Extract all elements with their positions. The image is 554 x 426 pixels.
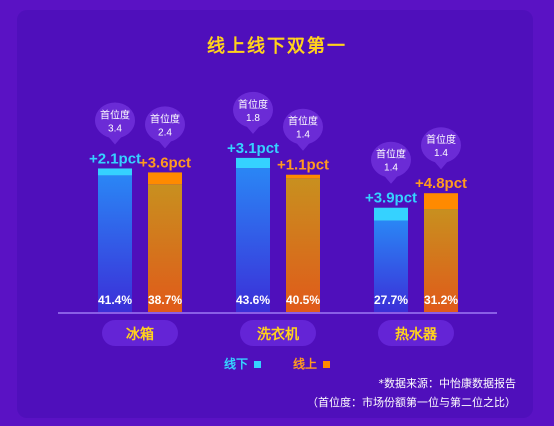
category-pill-洗衣机 (240, 320, 316, 346)
legend-offline-swatch (254, 361, 262, 368)
lead-ratio-value-线下-洗衣机: 1.8 (246, 113, 260, 124)
bar-线上-洗衣机 (286, 178, 320, 312)
increase-label-线下-洗衣机: +3.1pct (227, 140, 279, 157)
lead-ratio-bubble-线上-冰箱 (145, 106, 185, 149)
value-label-线上-热水器: 31.2% (424, 293, 458, 307)
lead-ratio-bubble-线上-热水器 (421, 127, 461, 170)
legend-offline: 线下 (224, 355, 262, 372)
value-label-线上-冰箱: 38.7% (148, 293, 182, 307)
bar-increase-线上-热水器 (424, 193, 458, 210)
bar-线下-热水器 (374, 220, 408, 312)
chart-title: 线上线下双第一 (207, 36, 347, 57)
increase-label-线上-热水器: +4.8pct (415, 175, 467, 192)
bar-线下-洗衣机 (236, 168, 270, 312)
lead-ratio-title-线下-热水器: 首位度 (376, 148, 406, 161)
lead-ratio-bubble-线上-洗衣机 (282, 108, 323, 151)
increase-label-线下-热水器: +3.9pct (365, 190, 417, 207)
lead-ratio-value-线上-洗衣机: 1.4 (296, 130, 310, 141)
legend-online-swatch (323, 361, 331, 368)
lead-ratio-title-线上-冰箱: 首位度 (150, 112, 180, 125)
bar-increase-线下-热水器 (374, 207, 408, 221)
bar-increase-线上-冰箱 (148, 172, 182, 185)
value-label-线下-热水器: 27.7% (374, 293, 408, 307)
value-label-线上-洗衣机: 40.5% (286, 293, 320, 307)
increase-label-线下-冰箱: +2.1pct (89, 150, 141, 167)
footnote: （首位度：市场份额第一位与第二位之比） (307, 396, 516, 409)
category-label-热水器: 热水器 (395, 326, 438, 343)
category-pill-热水器 (378, 320, 454, 346)
bar-increase-线下-冰箱 (98, 168, 132, 176)
value-label-线下-洗衣机: 43.6% (236, 293, 270, 307)
lead-ratio-bubble-线下-热水器 (371, 141, 411, 184)
legend-offline-label: 线下 (224, 357, 249, 371)
lead-ratio-value-线上-冰箱: 2.4 (158, 127, 172, 138)
lead-ratio-value-线上-热水器: 1.4 (434, 148, 448, 159)
legend-online-label: 线上 (293, 357, 318, 371)
lead-ratio-value-线下-热水器: 1.4 (384, 163, 398, 174)
legend-online: 线上 (293, 355, 331, 372)
lead-ratio-bubble-线下-冰箱 (95, 102, 135, 145)
category-pill-冰箱 (102, 320, 178, 346)
lead-ratio-bubble-线下-洗衣机 (233, 91, 273, 134)
category-label-洗衣机: 洗衣机 (257, 326, 299, 343)
lead-ratio-value-线下-冰箱: 3.4 (108, 123, 122, 134)
increase-label-线上-洗衣机: +1.1pct (277, 157, 329, 174)
bar-线下-冰箱 (98, 175, 132, 312)
value-label-线下-冰箱: 41.4% (98, 293, 132, 307)
increase-label-线上-冰箱: +3.6pct (139, 154, 191, 171)
source-note: *数据来源：中怡康数据报告 (378, 377, 517, 390)
category-label-冰箱: 冰箱 (126, 326, 154, 343)
lead-ratio-title-线上-热水器: 首位度 (426, 133, 456, 146)
lead-ratio-title-线下-洗衣机: 首位度 (238, 98, 268, 111)
lead-ratio-title-线上-洗衣机: 首位度 (288, 115, 318, 128)
bar-increase-线上-洗衣机 (286, 174, 320, 179)
bar-线上-冰箱 (148, 184, 182, 312)
bar-increase-线下-洗衣机 (236, 157, 270, 169)
bar-线上-热水器 (424, 209, 458, 312)
lead-ratio-title-线下-冰箱: 首位度 (100, 108, 130, 121)
